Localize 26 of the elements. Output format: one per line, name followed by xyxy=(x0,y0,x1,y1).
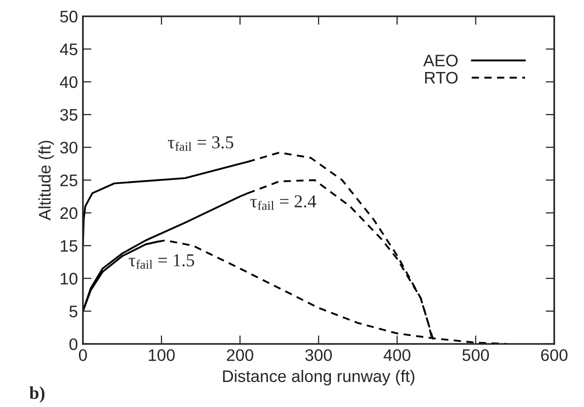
y-tick-label: 50 xyxy=(60,10,78,22)
y-tick-label: 35 xyxy=(60,108,78,121)
x-tick-label: 200 xyxy=(226,349,254,362)
x-tick-label: 500 xyxy=(462,349,489,362)
x-tick-label: 600 xyxy=(541,349,568,362)
y-tick-label: 5 xyxy=(69,306,78,318)
text: b) xyxy=(29,386,44,403)
annotation: τ$_{fail}$ = 1.5 xyxy=(128,254,194,269)
x-tick-label: 400 xyxy=(384,349,410,362)
y-tick-label: 45 xyxy=(60,44,78,56)
y-tick-label: 40 xyxy=(60,76,78,88)
legend-label: RTO xyxy=(425,72,458,84)
y-axis-title: Altitude (ft) xyxy=(38,140,54,220)
y-tick-label: 0 xyxy=(69,338,78,350)
y-tick-label: 30 xyxy=(60,142,78,154)
annotation: τ$_{fail}$ = 2.4 xyxy=(250,195,316,210)
x-tick-label: 300 xyxy=(305,349,332,362)
x-axis-title: Distance along runway (ft) xyxy=(223,370,414,386)
y-tick-label: 20 xyxy=(60,207,78,220)
annotation: τ$_{fail}$ = 3.5 xyxy=(168,136,234,151)
y-tick-label: 10 xyxy=(60,272,78,285)
y-tick-label: 15 xyxy=(60,240,78,252)
legend-label: AEO xyxy=(423,54,458,66)
x-tick-label: 100 xyxy=(148,349,175,362)
y-tick-label: 25 xyxy=(60,174,78,186)
x-tick-label: 0 xyxy=(78,349,87,362)
